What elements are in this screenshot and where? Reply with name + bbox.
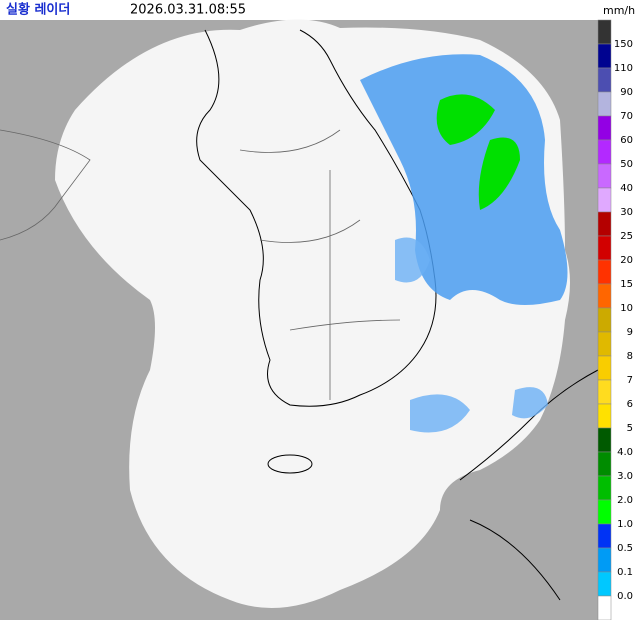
legend-label: 5 (627, 423, 633, 434)
legend-swatch (597, 235, 612, 261)
legend-swatch (597, 163, 612, 189)
legend-label: 150 (614, 39, 633, 50)
legend-swatch (597, 523, 612, 549)
legend-label: 15 (620, 279, 633, 290)
legend-label: 7 (627, 375, 633, 386)
legend-swatch (597, 19, 612, 45)
legend-label: 0.5 (617, 543, 633, 554)
coastline (196, 29, 437, 407)
rain-area (360, 54, 568, 306)
unit: mm/h (603, 4, 635, 17)
legend-swatch (597, 571, 612, 597)
legend-swatch (597, 307, 612, 333)
legend-swatch (597, 187, 612, 213)
title: 실황 레이더 (6, 2, 70, 18)
legend-label: 25 (620, 231, 633, 242)
legend-swatch (597, 43, 612, 69)
legend-label: 50 (620, 159, 633, 170)
legend-label: 9 (627, 327, 633, 338)
legend-label: 3.0 (617, 471, 633, 482)
japan-coast (459, 369, 599, 601)
legend-swatch (597, 379, 612, 405)
legend-label: 110 (614, 63, 633, 74)
legend-swatch (597, 547, 612, 573)
legend-label: 8 (627, 351, 633, 362)
legend-label: 6 (627, 399, 633, 410)
legend-swatch (597, 499, 612, 525)
legend-label: 90 (620, 87, 633, 98)
legend-swatch (597, 403, 612, 429)
province-lines (239, 129, 401, 400)
legend-label: 0.0 (617, 591, 633, 602)
legend-swatch (597, 91, 612, 117)
legend-swatch (597, 139, 612, 165)
legend-label: 70 (620, 111, 633, 122)
legend-swatch (597, 67, 612, 93)
legend-label: 1.0 (617, 519, 633, 530)
map (0, 19, 599, 620)
header-bar (0, 0, 635, 20)
legend-label: 4.0 (617, 447, 633, 458)
legend: 150 110 90 70 60 50 40 30 25 20 15 10 9 8 7 6 5 4.0 3.0 2.0… (597, 19, 633, 620)
legend-label: 20 (620, 255, 633, 266)
legend-swatch (597, 331, 612, 357)
jeju-island (267, 454, 313, 474)
legend-swatch (597, 259, 612, 285)
timestamp: 2026.03.31.08:55 (130, 3, 246, 18)
legend-swatch (597, 355, 612, 381)
rain-area (395, 237, 548, 433)
legend-label: 30 (620, 207, 633, 218)
legend-swatch (597, 451, 612, 477)
border-line (0, 129, 91, 241)
legend-swatch (597, 115, 612, 141)
legend-label: 0.1 (617, 567, 633, 578)
legend-label: 40 (620, 183, 633, 194)
legend-swatch (597, 595, 612, 620)
rain-heavy (436, 94, 520, 210)
legend-label: 60 (620, 135, 633, 146)
legend-swatch (597, 211, 612, 237)
legend-swatch (597, 475, 612, 501)
legend-swatch (597, 427, 612, 453)
legend-swatch (597, 283, 612, 309)
legend-label: 2.0 (617, 495, 633, 506)
legend-label: 10 (620, 303, 633, 314)
